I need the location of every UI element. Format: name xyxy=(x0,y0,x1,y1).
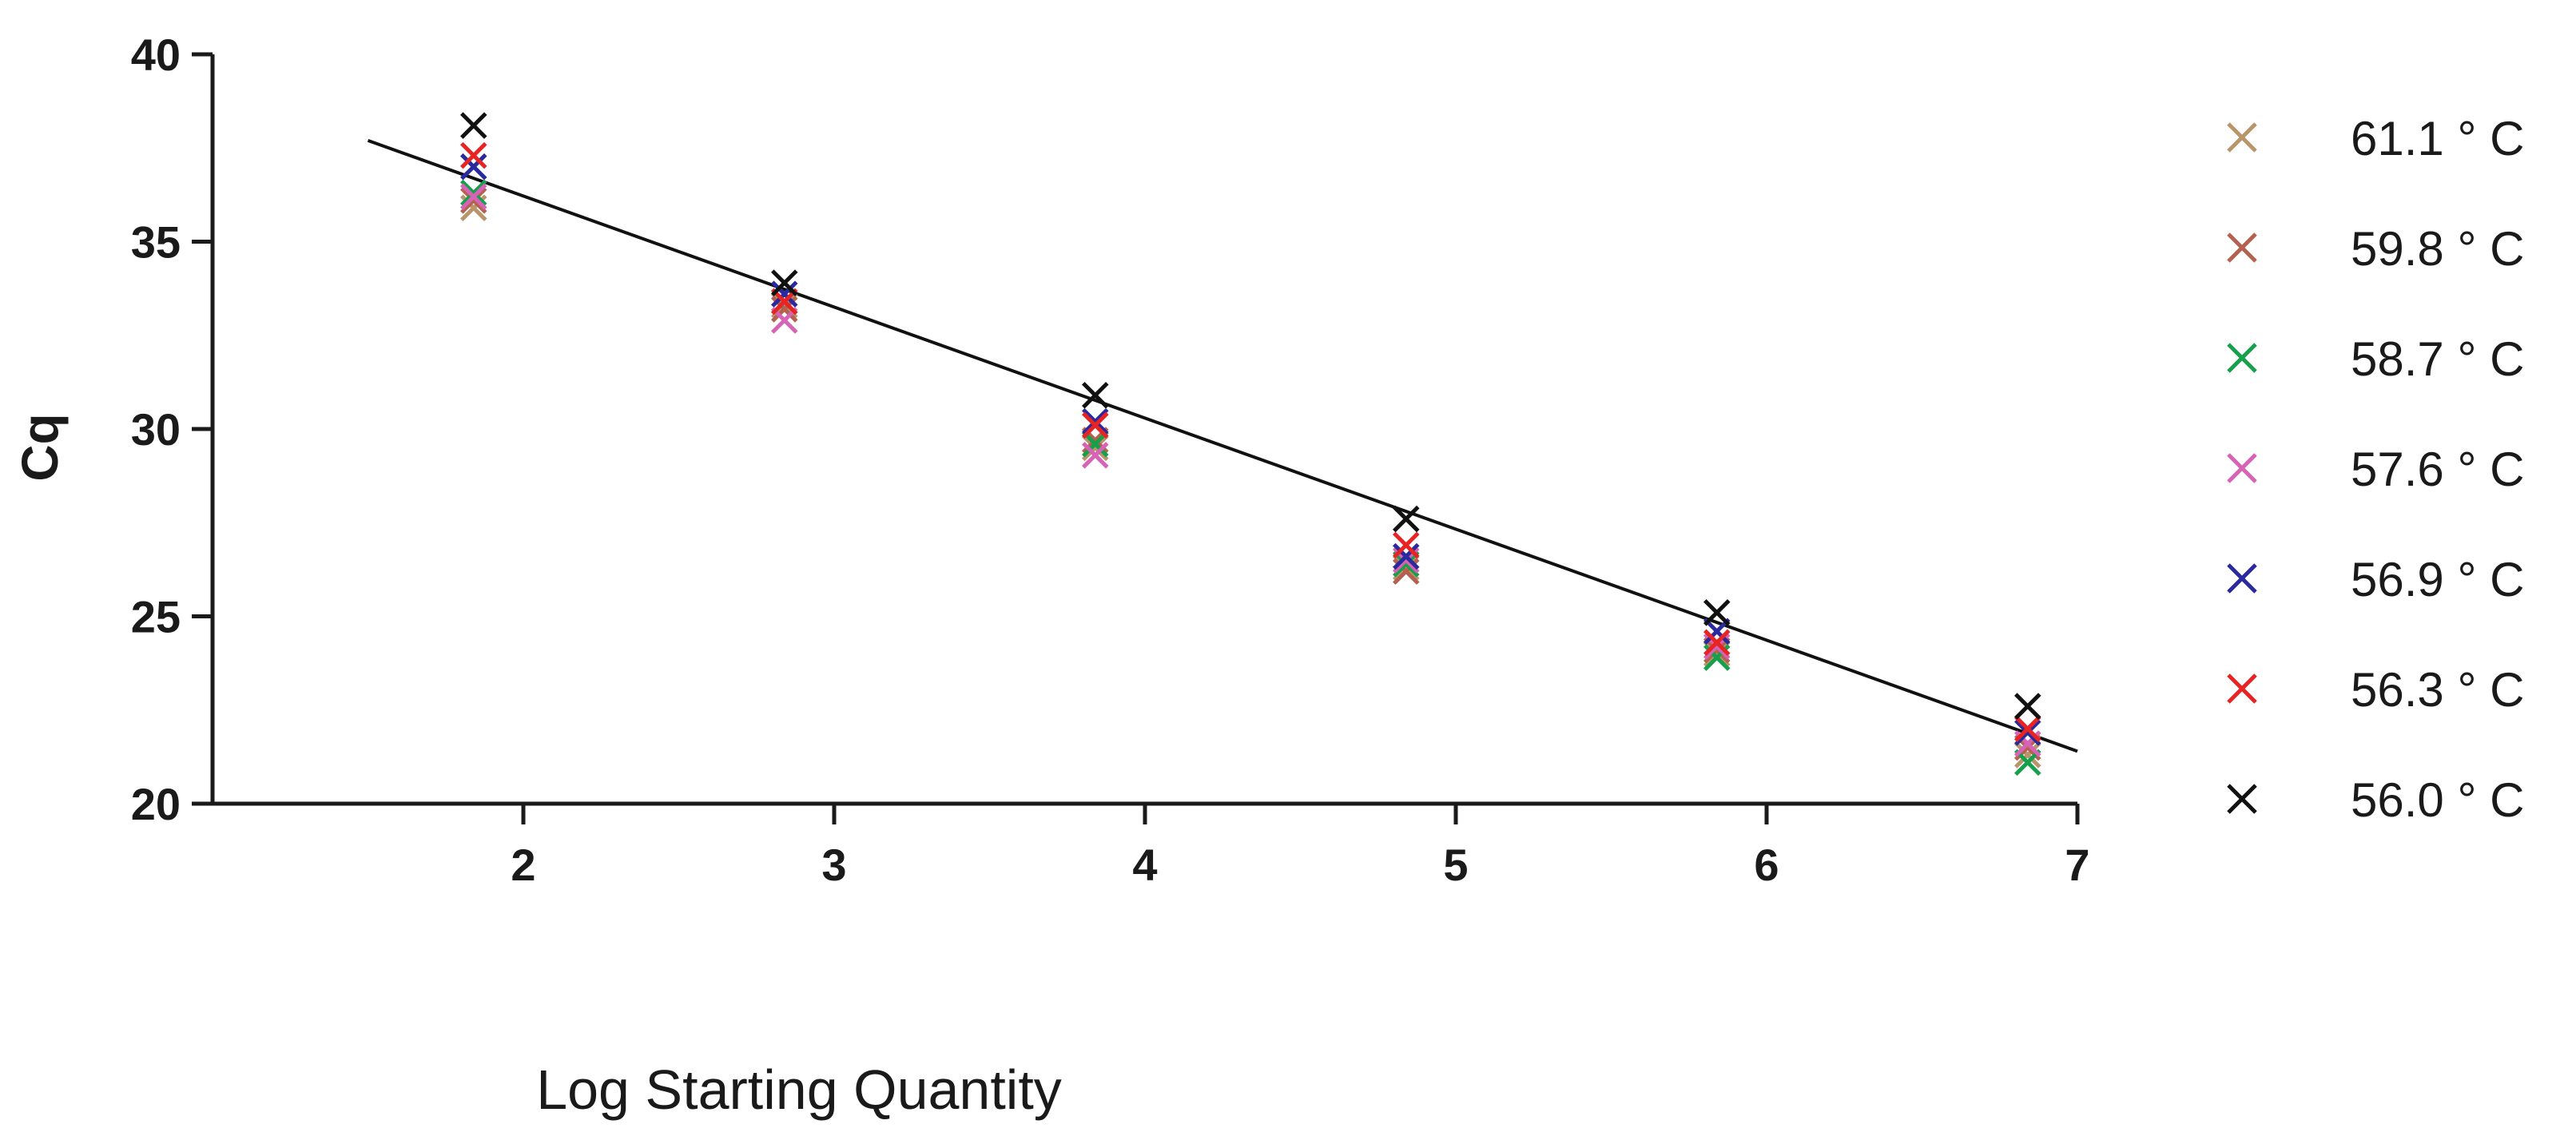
data-point xyxy=(459,187,487,214)
data-point xyxy=(770,269,798,296)
data-point xyxy=(2013,719,2041,746)
legend-marker xyxy=(2227,673,2257,704)
data-point xyxy=(2013,741,2041,769)
legend-marker xyxy=(2227,784,2257,814)
x-tick-label: 7 xyxy=(2065,840,2089,890)
legend-label: 58.7 ° C xyxy=(2351,332,2524,386)
y-axis-label: Cq xyxy=(11,413,69,481)
y-tick-label: 30 xyxy=(131,404,181,455)
y-tick-label: 40 xyxy=(131,30,181,80)
x-tick-label: 5 xyxy=(1443,840,1468,890)
legend-label: 61.1 ° C xyxy=(2351,112,2524,165)
regression-line-layer xyxy=(367,138,2078,753)
x-tick-label: 4 xyxy=(1132,840,1157,890)
x-tick-label: 3 xyxy=(821,840,846,890)
legend-label: 56.9 ° C xyxy=(2351,553,2524,606)
data-points xyxy=(459,112,2041,777)
legend-label: 59.8 ° C xyxy=(2351,222,2524,276)
x-axis-label: Log Starting Quantity xyxy=(536,1059,1062,1121)
data-point xyxy=(1081,442,1109,469)
data-point xyxy=(1703,599,1731,626)
legend-marker xyxy=(2227,122,2257,153)
data-point xyxy=(1703,640,1731,668)
legend-marker xyxy=(2227,563,2257,594)
y-tick-label: 35 xyxy=(131,217,181,268)
data-point xyxy=(459,183,487,210)
x-tick-label: 6 xyxy=(1754,840,1779,890)
data-point xyxy=(459,141,487,169)
data-point xyxy=(1703,629,1731,657)
data-point xyxy=(1081,407,1109,435)
data-point xyxy=(1392,542,1420,570)
x-tick-label: 2 xyxy=(511,840,535,890)
y-tick-label: 25 xyxy=(131,592,181,642)
data-point xyxy=(1392,505,1420,533)
legend-label: 56.3 ° C xyxy=(2351,663,2524,717)
data-point xyxy=(1392,531,1420,559)
data-point xyxy=(770,280,798,308)
legend: 61.1 ° C 59.8 ° C 58.7 ° C 57.6 ° C 56.9 ° C… xyxy=(2227,112,2524,827)
legend-label: 56.0 ° C xyxy=(2351,773,2524,827)
legend-marker xyxy=(2227,453,2257,483)
data-point xyxy=(2013,693,2041,720)
data-point xyxy=(1081,411,1109,439)
data-point xyxy=(459,153,487,181)
regression-line xyxy=(367,138,2078,753)
legend-label: 57.6 ° C xyxy=(2351,443,2524,496)
data-point xyxy=(459,179,487,207)
legend-marker xyxy=(2227,232,2257,263)
data-point xyxy=(1081,434,1109,462)
axes: 20 25 30 35 40 2 3 4 5 6 7 xyxy=(131,30,2090,890)
y-tick-label: 20 xyxy=(131,779,181,829)
data-point xyxy=(1392,554,1420,582)
legend-marker xyxy=(2227,343,2257,373)
data-point xyxy=(2013,715,2041,742)
data-point xyxy=(1081,382,1109,409)
data-point xyxy=(459,112,487,139)
